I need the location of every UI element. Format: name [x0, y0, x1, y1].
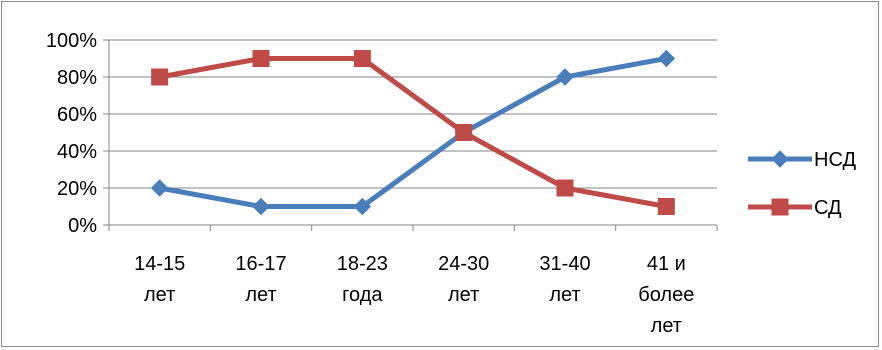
series-1-point	[556, 179, 574, 197]
y-tick-labels: 0% 20% 40% 60% 80% 100%	[46, 30, 97, 237]
x-tick-label-line: лет	[549, 284, 580, 306]
x-tick-label-line: 16-17	[235, 253, 286, 275]
x-tick-label-line: 14-15	[134, 253, 185, 275]
x-tick-label: 16-17 лет	[235, 253, 286, 306]
x-tick-label: 24-30 лет	[438, 253, 489, 306]
series-1-point	[657, 198, 675, 215]
series-0-point	[556, 68, 574, 86]
y-tick-label: 20%	[57, 178, 97, 200]
series-1-line	[157, 56, 669, 209]
gridlines	[109, 39, 717, 189]
series-0-point	[150, 179, 169, 197]
legend-diamond-icon	[771, 150, 789, 168]
series-0	[150, 49, 676, 216]
x-tick-label-line: лет	[245, 284, 276, 306]
x-tick-label: 41 и более лет	[638, 253, 694, 337]
series-0-point	[657, 49, 676, 68]
legend-label: НСД	[814, 149, 856, 171]
legend-label: СД	[814, 197, 842, 219]
x-tick-label: 14-15 лет	[134, 253, 185, 306]
series-0-point	[353, 197, 372, 216]
y-tick-label: 80%	[57, 67, 97, 89]
x-tick-labels: 14-15 лет 16-17 лет 18-23 года 24-30 лет 31-40 ле…	[134, 253, 694, 337]
series-0-line	[157, 56, 669, 209]
series-1-point	[252, 50, 270, 67]
y-tick-label: 40%	[57, 141, 97, 163]
series-0-point	[252, 197, 270, 216]
legend: НСД СД	[748, 149, 856, 219]
series-1-point	[353, 50, 371, 67]
series	[150, 49, 676, 216]
y-tick-label: 0%	[68, 215, 97, 237]
x-tick-label: 18-23 года	[337, 253, 388, 306]
x-tick-label-line: 41 и	[647, 253, 686, 275]
x-tick-label-line: лет	[448, 284, 479, 306]
x-tick-label-line: года	[342, 284, 383, 306]
axes	[103, 39, 718, 231]
legend-entry: НСД	[748, 149, 856, 171]
series-1-point	[151, 68, 169, 86]
x-tick-label-line: более	[638, 284, 694, 306]
y-tick-label: 100%	[46, 30, 97, 52]
series-1-point	[455, 124, 473, 141]
series-1	[151, 50, 675, 215]
legend-square-icon	[771, 198, 789, 216]
legend-entry: СД	[748, 197, 842, 219]
x-tick-label-line: 24-30	[438, 253, 489, 275]
x-tick-label-line: 18-23	[337, 253, 388, 275]
x-tick-label: 31-40 лет	[539, 253, 590, 306]
x-tick-label-line: 31-40	[539, 253, 590, 275]
y-tick-label: 60%	[57, 104, 97, 126]
x-tick-label-line: лет	[144, 284, 175, 306]
x-tick-label-line: лет	[651, 315, 682, 337]
